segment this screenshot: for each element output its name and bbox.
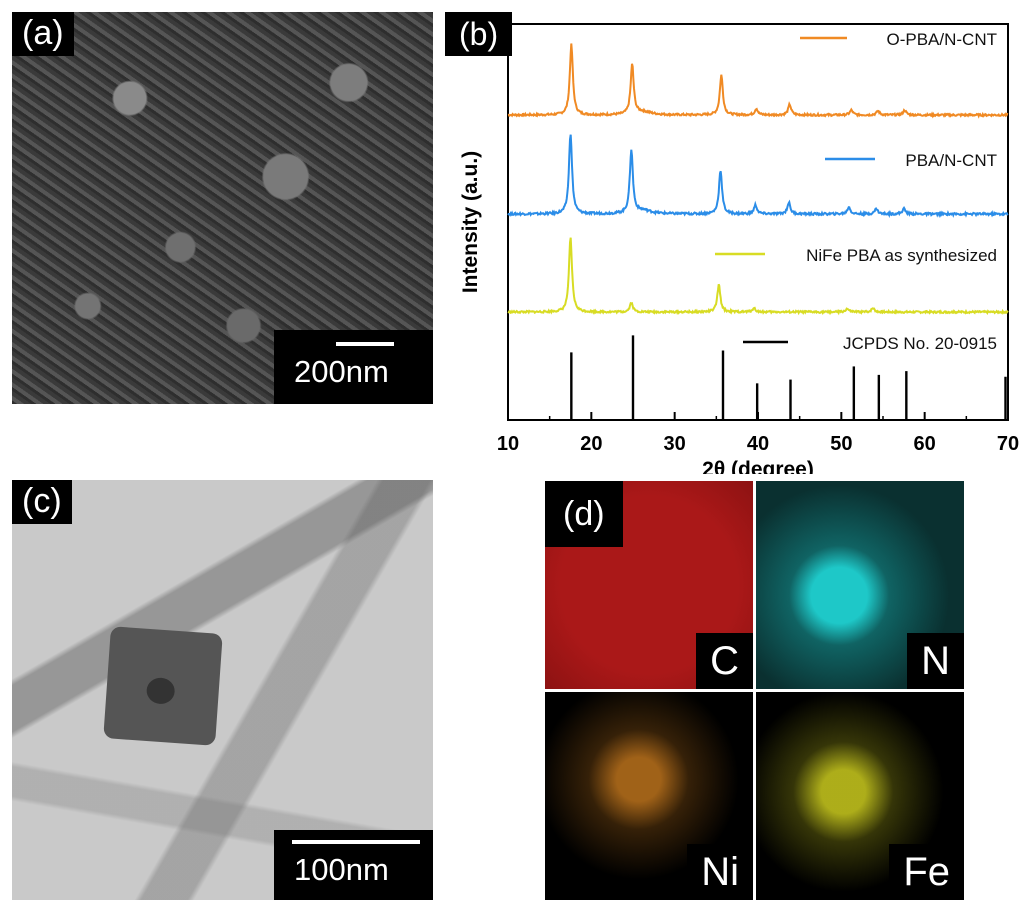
x-tick-label: 30 xyxy=(664,433,686,455)
series-line xyxy=(507,134,1009,219)
legend-label: O-PBA/N-CNT xyxy=(887,30,998,49)
legend-label: JCPDS No. 20-0915 xyxy=(843,334,997,353)
x-tick-label: 40 xyxy=(747,433,769,455)
series-line xyxy=(507,237,1009,316)
eds-map-fe-label: Fe xyxy=(889,844,964,900)
sem-image: (a) 200nm xyxy=(12,12,433,404)
panel-d-label: (d) xyxy=(545,481,623,547)
panel-a-label: (a) xyxy=(12,12,74,56)
pba-nanocube xyxy=(103,626,223,746)
plot-frame xyxy=(507,23,1009,421)
tem-image: (c) 100nm xyxy=(12,480,433,900)
y-axis-label: Intensity (a.u.) xyxy=(459,151,482,293)
eds-map-ni-label: Ni xyxy=(687,844,753,900)
scale-bar-c-label: 100nm xyxy=(294,852,389,887)
x-tick-label: 70 xyxy=(997,433,1019,455)
eds-map-n: N xyxy=(756,481,964,689)
x-tick-label: 60 xyxy=(914,433,936,455)
series-line xyxy=(507,43,1009,119)
xrd-plot-svg: 10 20 30 40 50 60 70 2θ (degree) Intensity (a.u.… xyxy=(459,23,1019,474)
scale-bar-c: 100nm xyxy=(274,830,433,900)
eds-map-c-label: C xyxy=(696,633,753,689)
x-tick-label: 10 xyxy=(497,433,519,455)
scale-bar-a: 200nm xyxy=(274,330,433,404)
panel-c-label: (c) xyxy=(12,480,72,524)
eds-map-fe: Fe xyxy=(756,692,964,900)
x-tick-label: 50 xyxy=(830,433,852,455)
eds-map-n-label: N xyxy=(907,633,964,689)
eds-map-ni: Ni xyxy=(545,692,753,900)
scale-bar-a-label: 200nm xyxy=(294,354,389,389)
panel-b-label: (b) xyxy=(445,12,513,56)
x-axis-label: 2θ (degree) xyxy=(702,458,814,474)
legend-label: NiFe PBA as synthesized xyxy=(806,246,997,265)
xrd-chart: (b) 10 20 30 40 50 60 70 2θ (degree) Intensity (… xyxy=(445,12,1025,474)
x-tick-label: 20 xyxy=(580,433,602,455)
eds-maps: C N Ni Fe (d) xyxy=(545,481,965,900)
legend-label: PBA/N-CNT xyxy=(905,151,997,170)
